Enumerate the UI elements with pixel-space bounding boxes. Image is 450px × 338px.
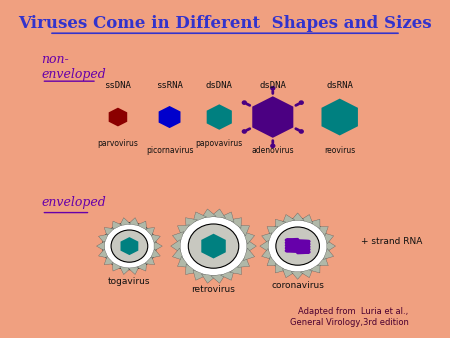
Polygon shape bbox=[283, 215, 295, 224]
Polygon shape bbox=[177, 225, 189, 236]
Circle shape bbox=[242, 100, 247, 105]
Polygon shape bbox=[267, 226, 278, 236]
Polygon shape bbox=[193, 270, 207, 280]
Polygon shape bbox=[207, 104, 232, 130]
Text: ssRNA: ssRNA bbox=[156, 81, 183, 90]
Circle shape bbox=[276, 227, 320, 265]
Polygon shape bbox=[202, 274, 216, 283]
Polygon shape bbox=[97, 241, 105, 251]
Polygon shape bbox=[112, 221, 122, 230]
Polygon shape bbox=[260, 240, 269, 252]
Polygon shape bbox=[220, 212, 234, 222]
Polygon shape bbox=[128, 218, 139, 226]
Circle shape bbox=[270, 86, 275, 91]
Polygon shape bbox=[104, 256, 114, 265]
Polygon shape bbox=[151, 249, 160, 258]
Polygon shape bbox=[283, 269, 295, 277]
Polygon shape bbox=[151, 234, 160, 243]
Text: Viruses Come in Different  Shapes and Sizes: Viruses Come in Different Shapes and Siz… bbox=[18, 15, 432, 32]
Polygon shape bbox=[275, 263, 286, 273]
Polygon shape bbox=[137, 262, 147, 271]
Polygon shape bbox=[230, 218, 242, 228]
Circle shape bbox=[270, 144, 275, 148]
Polygon shape bbox=[291, 213, 304, 221]
Polygon shape bbox=[202, 209, 216, 218]
Polygon shape bbox=[310, 219, 320, 229]
Polygon shape bbox=[201, 234, 226, 259]
Circle shape bbox=[266, 219, 329, 273]
Circle shape bbox=[299, 100, 304, 105]
Polygon shape bbox=[323, 248, 333, 259]
Polygon shape bbox=[243, 248, 255, 261]
Polygon shape bbox=[211, 209, 225, 218]
Text: Adapted from  Luria et al.,
General Virology,3rd edition: Adapted from Luria et al., General Virol… bbox=[290, 307, 409, 327]
Polygon shape bbox=[243, 232, 255, 244]
Text: adenovirus: adenovirus bbox=[252, 146, 294, 155]
Polygon shape bbox=[220, 270, 234, 280]
Text: dsDNA: dsDNA bbox=[259, 81, 286, 90]
Polygon shape bbox=[112, 262, 122, 271]
Polygon shape bbox=[159, 106, 180, 128]
Polygon shape bbox=[177, 256, 189, 267]
Polygon shape bbox=[121, 237, 138, 255]
Polygon shape bbox=[154, 241, 162, 251]
Polygon shape bbox=[261, 233, 272, 244]
Circle shape bbox=[103, 223, 156, 270]
Polygon shape bbox=[261, 248, 272, 259]
Text: non-
enveloped: non- enveloped bbox=[41, 53, 106, 81]
Circle shape bbox=[242, 129, 247, 134]
Polygon shape bbox=[99, 234, 108, 243]
Polygon shape bbox=[211, 274, 225, 283]
Text: parvovirus: parvovirus bbox=[98, 139, 139, 148]
Polygon shape bbox=[317, 257, 328, 266]
Polygon shape bbox=[185, 264, 198, 274]
Polygon shape bbox=[108, 108, 127, 126]
Polygon shape bbox=[172, 232, 184, 244]
Polygon shape bbox=[99, 249, 108, 258]
Text: picornavirus: picornavirus bbox=[146, 146, 194, 155]
Text: ssDNA: ssDNA bbox=[104, 81, 131, 90]
Text: togavirus: togavirus bbox=[108, 277, 151, 286]
Polygon shape bbox=[252, 96, 293, 138]
Text: + strand RNA: + strand RNA bbox=[361, 237, 422, 246]
Polygon shape bbox=[172, 248, 184, 261]
Polygon shape bbox=[291, 272, 304, 279]
Polygon shape bbox=[301, 269, 313, 277]
Polygon shape bbox=[301, 215, 313, 224]
Polygon shape bbox=[145, 256, 155, 265]
Polygon shape bbox=[275, 219, 286, 229]
Polygon shape bbox=[238, 225, 250, 236]
Polygon shape bbox=[128, 267, 139, 274]
Circle shape bbox=[178, 215, 249, 277]
Text: dsRNA: dsRNA bbox=[326, 81, 353, 90]
Polygon shape bbox=[247, 240, 256, 252]
Polygon shape bbox=[327, 240, 336, 252]
Text: papovavirus: papovavirus bbox=[196, 139, 243, 148]
Polygon shape bbox=[323, 233, 333, 244]
Polygon shape bbox=[145, 227, 155, 236]
Polygon shape bbox=[230, 264, 242, 274]
Polygon shape bbox=[137, 221, 147, 230]
Text: enveloped: enveloped bbox=[41, 196, 106, 209]
Text: retrovirus: retrovirus bbox=[192, 285, 235, 294]
Circle shape bbox=[111, 230, 148, 262]
Polygon shape bbox=[104, 227, 114, 236]
Polygon shape bbox=[321, 99, 358, 136]
Circle shape bbox=[299, 129, 304, 134]
Text: reovirus: reovirus bbox=[324, 146, 356, 155]
Polygon shape bbox=[317, 226, 328, 236]
Polygon shape bbox=[171, 240, 180, 252]
Polygon shape bbox=[310, 263, 320, 273]
Text: dsDNA: dsDNA bbox=[206, 81, 233, 90]
Circle shape bbox=[188, 224, 239, 268]
Polygon shape bbox=[267, 257, 278, 266]
Polygon shape bbox=[120, 218, 130, 226]
Polygon shape bbox=[193, 212, 207, 222]
Polygon shape bbox=[185, 218, 198, 228]
Polygon shape bbox=[120, 267, 130, 274]
Polygon shape bbox=[238, 256, 250, 267]
Text: coronavirus: coronavirus bbox=[271, 281, 324, 290]
